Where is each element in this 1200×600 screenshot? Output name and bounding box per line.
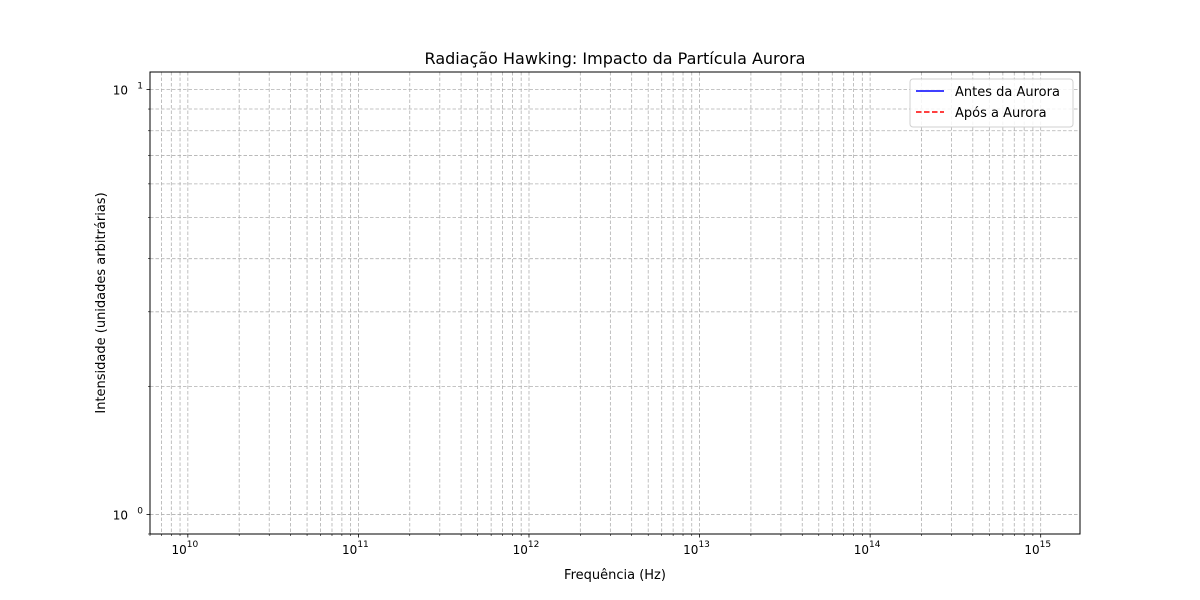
chart-title: Radiação Hawking: Impacto da Partícula A… xyxy=(425,49,806,68)
y-tick-exponent: 0 xyxy=(137,507,143,517)
x-tick-label: 1014 xyxy=(854,540,881,557)
legend-label-2: Após a Aurora xyxy=(955,106,1047,121)
y-tick-label: 10 0 xyxy=(113,507,144,523)
x-tick-exponent: 15 xyxy=(1040,540,1051,550)
x-tick-label: 1011 xyxy=(342,540,369,557)
x-axis-label: Frequência (Hz) xyxy=(564,568,666,583)
y-tick-exponent: 1 xyxy=(137,82,143,92)
x-tick-label: 1013 xyxy=(683,540,710,557)
y-axis-label: Intensidade (unidades arbitrárias) xyxy=(94,192,109,413)
x-tick-label: 1015 xyxy=(1024,540,1051,557)
y-tick-label: 10 1 xyxy=(113,82,143,98)
x-tick-label: 1010 xyxy=(171,540,198,557)
x-tick-exponent: 10 xyxy=(187,540,199,550)
x-tick-exponent: 14 xyxy=(869,540,881,550)
grid xyxy=(149,72,1080,535)
x-tick-exponent: 13 xyxy=(698,540,709,550)
legend-label-1: Antes da Aurora xyxy=(955,85,1060,100)
x-tick-exponent: 12 xyxy=(528,540,539,550)
legend: Antes da Aurora Após a Aurora xyxy=(909,78,1074,128)
legend-box xyxy=(909,78,1074,128)
plot-area-frame xyxy=(149,71,1081,535)
x-tick-label: 1012 xyxy=(513,540,540,557)
x-tick-exponent: 11 xyxy=(357,540,368,550)
